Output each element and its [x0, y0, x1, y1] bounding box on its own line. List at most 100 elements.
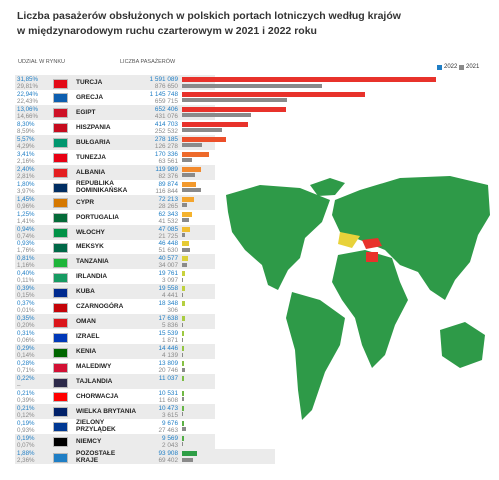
bar	[182, 352, 183, 357]
share-label: 31,85%	[17, 76, 38, 83]
bar	[182, 271, 186, 277]
bar	[182, 218, 189, 223]
flag	[53, 302, 68, 313]
share-label: 0,06%	[17, 337, 35, 345]
passenger-label: 4 441	[162, 292, 178, 300]
bar	[182, 98, 288, 103]
passenger-label: 62 343	[158, 210, 178, 218]
country-name: ZIELONY PRZYLĄDEK	[76, 419, 116, 434]
legend-swatch	[459, 65, 464, 70]
share-label: 0,12%	[17, 411, 35, 419]
legend-label: 2021	[466, 64, 480, 70]
country-name: CYPR	[76, 198, 95, 206]
flag	[53, 332, 68, 343]
passenger-label: 170 336	[154, 150, 178, 158]
passenger-label: 431 076	[154, 112, 178, 120]
flag	[53, 78, 68, 89]
flag	[53, 377, 68, 388]
passenger-label: 3 615	[162, 411, 178, 419]
flag	[53, 153, 68, 164]
bar	[182, 196, 194, 202]
passenger-label: 46 448	[158, 240, 178, 248]
share-label: 5,57%	[17, 135, 35, 143]
passenger-label: 4 139	[162, 352, 178, 360]
legend-label: 2022	[444, 64, 458, 70]
bar	[182, 367, 186, 372]
share-label: 0,21%	[17, 404, 35, 412]
share-label: 0,35%	[17, 315, 35, 323]
passenger-label: 9 676	[162, 419, 178, 427]
passenger-label: 17 638	[158, 315, 178, 323]
passenger-label: 10 473	[158, 404, 178, 412]
country-name: TUNEZJA	[76, 153, 106, 161]
bar	[182, 262, 188, 267]
country-name: ALBANIA	[76, 168, 106, 176]
bar	[182, 211, 192, 217]
flag	[53, 452, 68, 463]
bar	[182, 457, 194, 462]
bar	[182, 331, 185, 337]
passenger-label: 93 908	[158, 450, 178, 457]
flag	[53, 198, 68, 209]
share-label: 2,81%	[17, 172, 35, 180]
share-label: 22,43%	[17, 97, 38, 105]
country-name: MALEDIWY	[76, 363, 112, 371]
country-name: GRECJA	[76, 93, 104, 101]
share-label: 22,94%	[17, 90, 38, 98]
share-label: 2,16%	[17, 157, 35, 165]
passenger-label: 15 539	[158, 330, 178, 338]
share-label: 0,96%	[17, 202, 35, 210]
country-name: REPUBLIKA DOMINIKAŃSKA	[76, 180, 128, 195]
share-label: 14,66%	[17, 112, 38, 120]
country-name: TANZANIA	[76, 258, 109, 266]
passenger-label: 11 037	[158, 375, 178, 382]
flag	[53, 437, 68, 448]
share-label: 0,29%	[17, 345, 35, 353]
bar	[182, 143, 203, 148]
flag	[53, 228, 68, 238]
flag	[53, 138, 68, 149]
share-label: 0,07%	[17, 441, 35, 449]
bar	[182, 173, 196, 178]
share-label: 0,81%	[17, 255, 35, 263]
passenger-label: 876 650	[154, 83, 178, 90]
flag	[53, 272, 68, 283]
passenger-label: 1 591 089	[149, 76, 178, 83]
passenger-label: 27 463	[158, 426, 178, 434]
share-label: 1,76%	[17, 247, 35, 255]
country-name: KENIA	[76, 348, 97, 356]
bar	[182, 412, 183, 417]
passenger-label: 47 085	[158, 225, 178, 233]
passenger-label: 72 213	[158, 195, 178, 203]
passenger-label: 414 703	[154, 120, 178, 128]
share-label: 1,88%	[17, 450, 35, 457]
passenger-label: 2 043	[162, 441, 178, 449]
bar	[182, 376, 184, 381]
flag	[53, 362, 68, 373]
passenger-label: 19 558	[158, 285, 178, 293]
flag	[53, 213, 68, 224]
share-label: 0,94%	[17, 225, 35, 233]
bar	[182, 247, 191, 252]
column-header: UDZIAŁ W RYNKU	[18, 59, 65, 65]
share-label: 0,71%	[17, 367, 35, 375]
bar	[182, 322, 183, 327]
bar	[182, 226, 190, 232]
share-label: 0,19%	[17, 434, 35, 442]
share-label: 1,16%	[17, 262, 35, 270]
share-label: 0,11%	[17, 277, 35, 285]
share-label: 3,41%	[17, 150, 35, 158]
passenger-label: 19 761	[158, 270, 178, 278]
chart-title: Liczba pasażerów obsłużonych w polskich …	[17, 10, 401, 22]
passenger-label: 278 185	[154, 135, 178, 143]
share-label: 0,21%	[17, 389, 35, 397]
bar	[182, 346, 185, 352]
bar	[182, 151, 210, 157]
share-label: 0,19%	[17, 419, 35, 427]
passenger-label: 3 097	[162, 277, 178, 285]
share-label: 0,20%	[17, 322, 35, 330]
share-label: 0,39%	[17, 285, 35, 293]
share-label: 29,81%	[17, 83, 38, 90]
